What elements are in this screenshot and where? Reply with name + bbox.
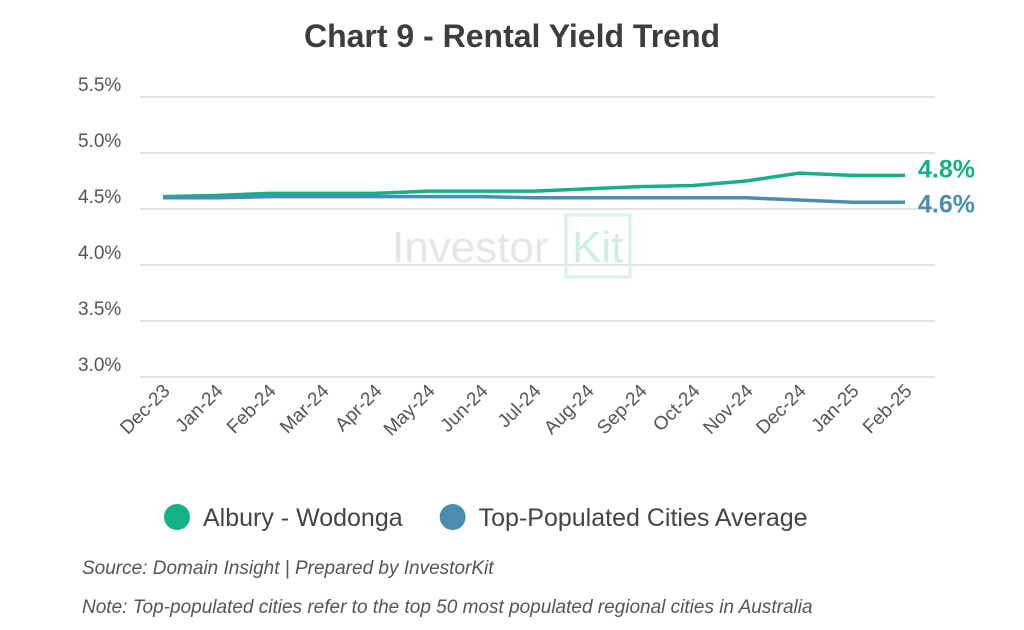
y-tick-label: 3.5% (78, 299, 121, 320)
x-tick-label: May-24 (380, 380, 440, 440)
y-tick-label: 5.5% (78, 75, 121, 96)
x-tick-label: Jul-24 (494, 380, 546, 432)
svg-text:Investor: Investor (392, 223, 549, 272)
end-value-label: 4.6% (918, 190, 975, 218)
x-tick-label: Oct-24 (649, 380, 704, 435)
x-tick-label: Dec-24 (752, 380, 810, 438)
x-tick-label: Feb-24 (223, 380, 281, 438)
source-note: Source: Domain Insight | Prepared by Inv… (82, 558, 494, 579)
legend-marker (164, 504, 190, 530)
y-tick-label: 4.0% (78, 243, 121, 264)
y-tick-label: 4.5% (78, 187, 121, 208)
x-tick-label: Dec-23 (116, 381, 174, 439)
x-tick-label: Jan-25 (808, 381, 864, 437)
x-tick-label: Jan-24 (172, 380, 228, 436)
legend-label: Albury - Wodonga (203, 504, 403, 532)
x-tick-label: Mar-24 (276, 380, 334, 438)
x-tick-label: Apr-24 (331, 380, 386, 435)
end-value-label: 4.8% (918, 155, 975, 183)
x-tick-label: Aug-24 (540, 380, 598, 438)
svg-text:Kit: Kit (572, 223, 623, 272)
legend-label: Top-Populated Cities Average (479, 504, 808, 532)
series-line-1 (163, 194, 905, 205)
x-tick-label: Nov-24 (699, 380, 757, 438)
rental-yield-chart: Chart 9 - Rental Yield Trend 3.0% 3.5% 4.0… (78, 18, 975, 532)
x-tick-label: Jun-24 (437, 380, 493, 436)
y-tick-label: 5.0% (78, 131, 121, 152)
legend-marker (439, 504, 466, 530)
x-tick-label: Sep-24 (593, 380, 651, 438)
chart-title: Chart 9 - Rental Yield Trend (304, 18, 720, 54)
x-tick-label: Feb-25 (859, 381, 916, 438)
footnote: Note: Top-populated cities refer to the … (82, 597, 813, 618)
series-line-0 (162, 171, 905, 199)
watermark-logo: Investor Kit (392, 213, 632, 279)
y-tick-label: 3.0% (78, 355, 121, 376)
